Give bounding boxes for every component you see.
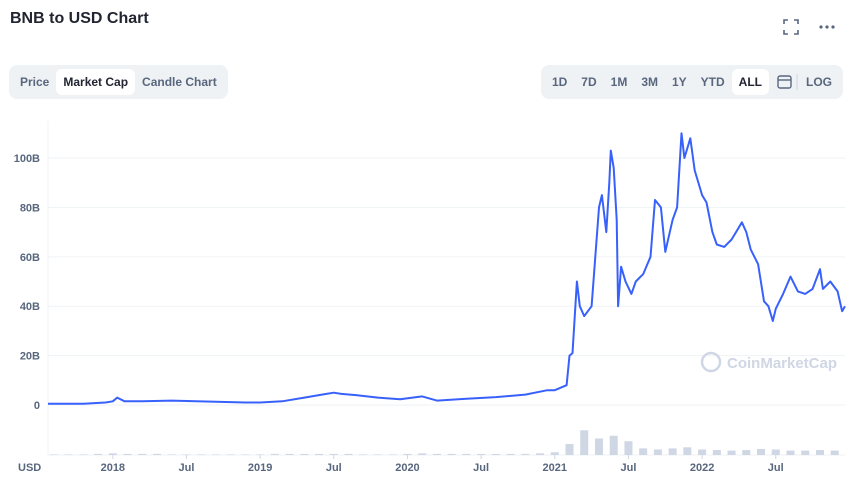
volume-bar xyxy=(550,452,559,455)
x-tick-label: 2019 xyxy=(248,462,272,474)
volume-bar xyxy=(373,454,382,455)
volume-bar xyxy=(683,447,692,455)
volume-bar xyxy=(521,453,530,455)
volume-bar xyxy=(49,454,58,455)
button[interactable]: 1Y xyxy=(671,75,687,89)
y-tick-label: 80B xyxy=(20,202,40,214)
volume-bar xyxy=(108,453,117,455)
button[interactable]: 7D xyxy=(581,75,597,89)
x-tick-label: 2020 xyxy=(395,462,419,474)
volume-bar xyxy=(270,453,279,455)
button[interactable]: ALL xyxy=(731,69,769,95)
volume-bar xyxy=(653,449,662,455)
x-tick-label: Jul xyxy=(620,462,636,474)
volume-bar xyxy=(815,450,824,455)
button[interactable]: Candle Chart xyxy=(142,75,217,89)
x-tick-label: Jul xyxy=(768,462,784,474)
button[interactable]: 3M xyxy=(641,75,658,89)
volume-bar xyxy=(418,453,427,455)
calendar-icon[interactable] xyxy=(769,74,799,90)
volume-bar xyxy=(241,454,250,455)
volume-bar xyxy=(742,450,751,455)
x-tick-label: Jul xyxy=(326,462,342,474)
x-tick-label: 2018 xyxy=(101,462,125,474)
fullscreen-icon[interactable] xyxy=(782,18,800,36)
y-tick-label: 60B xyxy=(20,252,40,264)
volume-bar xyxy=(565,444,574,455)
button[interactable]: Price xyxy=(20,75,50,89)
y-tick-label: 100B xyxy=(14,153,40,165)
volume-bar xyxy=(256,454,265,455)
volume-bar xyxy=(79,454,88,455)
button[interactable]: LOG xyxy=(806,75,832,89)
volume-bar xyxy=(344,453,353,455)
volume-bar xyxy=(167,454,176,455)
y-tick-label: 0 xyxy=(34,400,40,412)
volume-bar xyxy=(771,449,780,455)
volume-bar xyxy=(786,450,795,455)
volume-bar xyxy=(477,453,486,455)
volume-bar xyxy=(609,435,618,455)
volume-bar xyxy=(359,454,368,455)
chart-title: BNB to USD Chart xyxy=(10,10,149,27)
volume-bar xyxy=(580,430,589,455)
volume-bar xyxy=(153,453,162,455)
volume-bar xyxy=(94,453,103,455)
volume-bar xyxy=(211,454,220,455)
volume-bar xyxy=(506,453,515,455)
volume-bar xyxy=(639,448,648,455)
volume-bar xyxy=(668,448,677,455)
volume-bar xyxy=(123,453,132,455)
volume-bar xyxy=(197,454,206,455)
watermark: CoinMarketCap xyxy=(727,355,837,372)
volume-bar xyxy=(226,454,235,455)
volume-bar xyxy=(830,450,839,455)
volume-bar xyxy=(138,453,147,455)
volume-bar xyxy=(403,453,412,455)
price-line xyxy=(48,132,846,405)
volume-bar xyxy=(727,450,736,455)
x-tick-label: 2022 xyxy=(690,462,714,474)
volume-bar xyxy=(698,449,707,455)
volume-bar xyxy=(712,450,721,455)
volume-bar xyxy=(491,453,500,455)
volume-bar xyxy=(594,438,603,455)
tab-group: Price Market Cap Candle Chart xyxy=(9,65,228,99)
volume-bar xyxy=(329,453,338,455)
y-tick-label: 40B xyxy=(20,301,40,313)
volume-bar xyxy=(388,454,397,455)
volume-bar xyxy=(315,453,324,455)
button[interactable]: 1D xyxy=(551,75,568,89)
volume-bar xyxy=(462,453,471,455)
volume-bar xyxy=(624,441,633,455)
volume-bar xyxy=(536,453,545,455)
volume-bar xyxy=(300,453,309,455)
y-tick-label: 20B xyxy=(20,351,40,363)
currency-label: USD xyxy=(18,462,41,474)
x-tick-label: Jul xyxy=(179,462,195,474)
range-group: 1D 7D 1M 3M 1Y YTD ALL LOG xyxy=(540,65,843,99)
volume-bar xyxy=(182,454,191,455)
more-icon[interactable] xyxy=(818,18,836,36)
volume-bar xyxy=(801,450,810,455)
volume-bar xyxy=(757,448,766,455)
button[interactable]: 1M xyxy=(610,75,628,89)
volume-bar xyxy=(285,453,294,455)
x-tick-label: Jul xyxy=(473,462,489,474)
volume-bar xyxy=(64,454,73,455)
volume-bar xyxy=(447,453,456,455)
x-tick-label: 2021 xyxy=(543,462,567,474)
button[interactable]: YTD xyxy=(700,75,725,89)
watermark-logo xyxy=(700,351,722,373)
volume-bar xyxy=(432,453,441,455)
button[interactable]: Market Cap xyxy=(56,69,136,95)
